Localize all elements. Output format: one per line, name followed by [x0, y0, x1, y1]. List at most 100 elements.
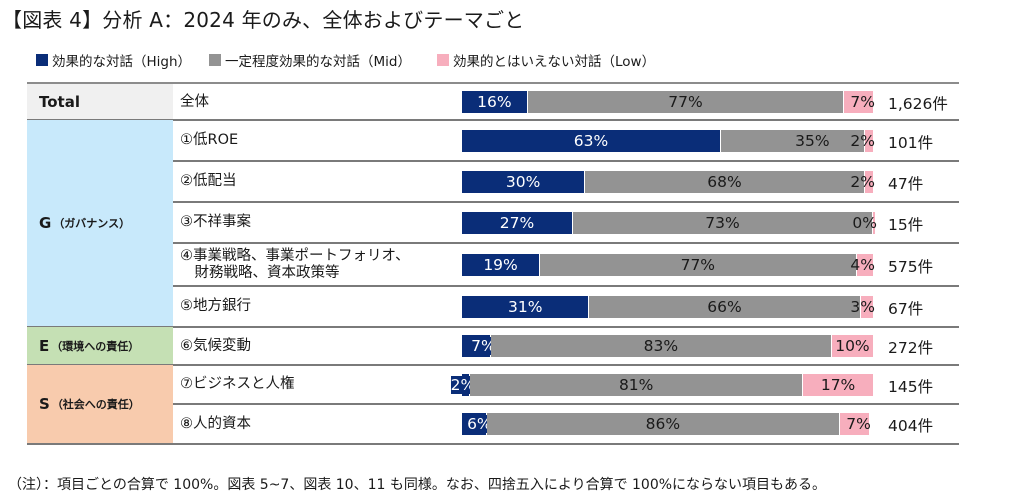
data-label-mid: 73%	[705, 213, 740, 232]
bar-segment-low: 3%	[850, 295, 875, 318]
count-label: 575件	[888, 257, 934, 276]
bar-segment-mid: 83%	[490, 335, 832, 357]
count-label: 272件	[888, 339, 934, 357]
data-label-mid: 83%	[643, 337, 679, 355]
data-label-low: 2%	[850, 172, 875, 191]
bar-segment-high: 31%	[462, 295, 590, 318]
bar-segment-mid: 81%	[470, 373, 804, 396]
category-label: ③不祥事案	[180, 214, 251, 231]
data-label-high: 16%	[477, 93, 512, 111]
data-label-high: 2%	[450, 375, 476, 394]
category-label-line: ⑦ビジネスと人権	[180, 376, 295, 392]
data-label-mid: 35%	[795, 131, 830, 150]
chart-title: 【図表 4】分析 A：2024 年のみ、全体およびテーマごと	[2, 8, 525, 32]
data-label-mid: 68%	[707, 172, 742, 191]
bar-segment-high: 63%	[462, 129, 721, 152]
bar-segment-high: 30%	[462, 170, 586, 193]
bar-segment-high: 27%	[462, 211, 573, 234]
data-label-mid: 77%	[680, 255, 716, 274]
data-label-high: 31%	[507, 297, 543, 316]
category-label-line: ⑤地方銀行	[180, 298, 251, 314]
category-label: ⑥気候変動	[180, 338, 251, 355]
group-label-e: E （環境への責任）	[27, 327, 173, 364]
bar-segment-low: 4%	[850, 253, 875, 276]
category-label-line: ⑥気候変動	[180, 337, 251, 354]
count-label: 101件	[888, 133, 934, 152]
bar-segment-mid: 66%	[589, 295, 861, 318]
bar-segment-low: 0%	[852, 211, 877, 234]
bar-segment-high: 7%	[462, 335, 496, 357]
data-label-high: 7%	[471, 337, 496, 355]
group-label-sub: （環境への責任）	[51, 339, 140, 353]
count-label: 1,626件	[888, 95, 948, 113]
legend-swatch-low	[437, 54, 449, 66]
table-top-rule	[27, 82, 959, 84]
bar-segment-low: 10%	[831, 335, 873, 357]
data-label-low: 3%	[850, 297, 875, 316]
data-label-high: 30%	[505, 172, 541, 191]
data-label-low: 2%	[850, 131, 875, 150]
data-label-low: 17%	[820, 375, 856, 394]
bar-segment-mid: 77%	[540, 253, 857, 276]
category-label: 全体	[180, 94, 209, 111]
count-label: 145件	[888, 377, 934, 396]
row-divider	[173, 326, 959, 328]
bar-segment-high: 2%	[450, 373, 476, 396]
bar-segment-mid: 86%	[486, 413, 841, 435]
legend-swatch-high	[36, 54, 48, 66]
category-label: ⑧人的資本	[180, 416, 251, 433]
bar-segment-mid: 73%	[572, 211, 873, 234]
row-divider	[173, 364, 959, 366]
bar-segment-mid: 77%	[527, 91, 845, 113]
group-label-text: Total	[39, 92, 80, 111]
group-label-text: G	[39, 214, 52, 232]
data-label-low: 7%	[850, 93, 875, 111]
data-label-low: 0%	[852, 213, 877, 232]
data-label-mid: 66%	[707, 297, 742, 316]
group-label-g: G （ガバナンス）	[27, 120, 173, 326]
bar-segment-high: 6%	[462, 413, 492, 435]
data-label-mid: 86%	[645, 415, 681, 433]
bar-segment-low: 2%	[850, 170, 875, 193]
group-label-text: E	[39, 336, 50, 355]
category-label: ②低配当	[180, 173, 237, 190]
count-label: 47件	[888, 174, 924, 193]
footnote: （注）：項目ごとの合算で 100%。図表 5~7、図表 10、11 も同様。なお…	[8, 477, 827, 493]
data-label-high: 63%	[573, 131, 609, 150]
bar-segment-low: 7%	[844, 91, 875, 113]
category-label: ⑤地方銀行	[180, 298, 251, 315]
data-label-low: 10%	[835, 337, 870, 355]
legend-label-mid: 一定程度効果的な対話（Mid）	[225, 54, 411, 70]
data-label-mid: 77%	[668, 93, 703, 111]
data-label-low: 7%	[846, 415, 871, 433]
category-label-line: ②低配当	[180, 173, 237, 189]
row-divider	[173, 285, 959, 287]
group-label-sub: （ガバナンス）	[53, 217, 131, 230]
category-label: ④事業戦略、事業ポートフォリオ、 財務戦略、資本政策等	[180, 248, 410, 282]
group-label-total: Total	[27, 84, 173, 119]
row-divider	[173, 242, 959, 244]
category-label: ⑦ビジネスと人権	[180, 376, 295, 393]
data-label-low: 4%	[850, 255, 875, 274]
legend-item-mid: 一定程度効果的な対話（Mid）	[209, 50, 411, 70]
category-label-line: 全体	[180, 93, 209, 110]
legend-label-high: 効果的な対話（High）	[52, 54, 192, 70]
row-divider	[173, 160, 959, 162]
row-divider	[173, 403, 959, 405]
row-divider	[173, 201, 959, 203]
row-divider	[173, 443, 959, 445]
count-label: 15件	[888, 215, 924, 234]
bar-segment-high: 16%	[462, 91, 528, 113]
count-label: 404件	[888, 417, 934, 435]
bar-segment-mid: 68%	[585, 170, 865, 193]
group-label-s: S （社会への責任）	[27, 365, 173, 443]
category-label-line: ①低ROE	[180, 132, 239, 148]
group-label-sub: （社会への責任）	[51, 398, 140, 411]
row-divider	[173, 119, 959, 121]
bar-segment-low: 2%	[850, 129, 875, 152]
data-label-mid: 81%	[618, 375, 654, 394]
legend-swatch-mid	[209, 54, 222, 66]
category-label-line: ④事業戦略、事業ポートフォリオ、	[180, 247, 410, 264]
category-label-line: 財務戦略、資本政策等	[180, 264, 340, 281]
legend-label-low: 効果的とはいえない対話（Low）	[453, 54, 656, 70]
